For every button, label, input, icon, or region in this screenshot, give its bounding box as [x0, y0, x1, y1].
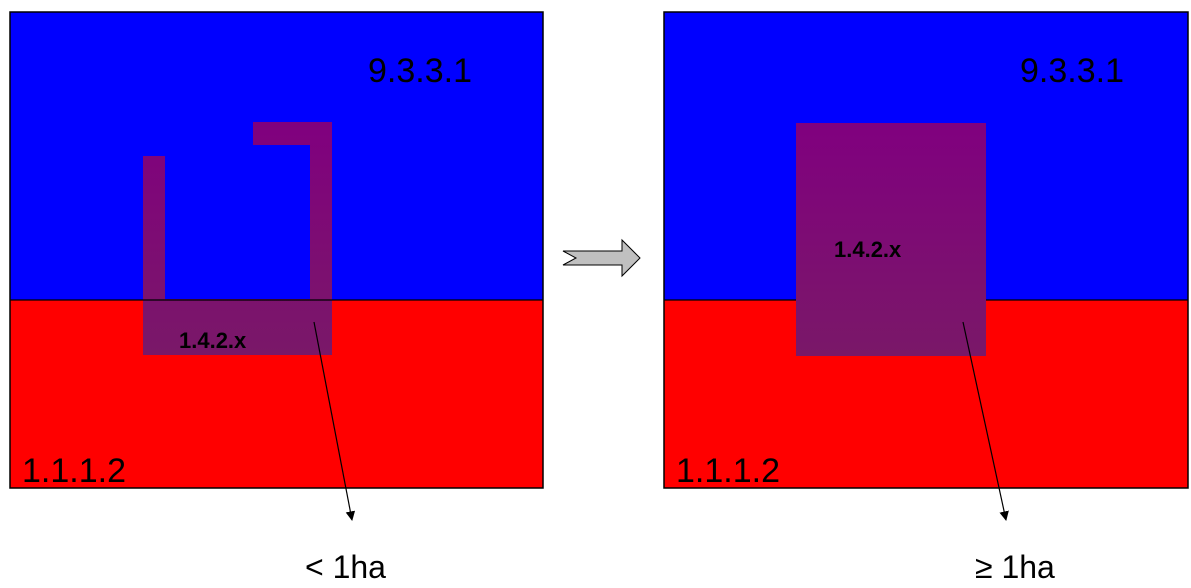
area-label: < 1ha — [305, 549, 386, 585]
upper-class-label: 9.3.3.1 — [368, 52, 472, 90]
right-panel-border — [663, 11, 1189, 489]
small-land-patch — [143, 122, 332, 355]
lower-class-label: 1.1.1.2 — [22, 452, 126, 490]
pointer-line — [313, 321, 356, 521]
area-label: ≥ 1ha — [975, 549, 1055, 585]
pointer-line — [962, 321, 1009, 521]
upper-class-label: 9.3.3.1 — [1020, 52, 1124, 90]
lower-class-label: 1.1.1.2 — [676, 452, 780, 490]
left-panel-border — [9, 11, 544, 489]
upper-land-class — [10, 12, 543, 300]
merged-patch-label: 1.4.2.x — [834, 237, 902, 262]
small-patch-label: 1.4.2.x — [179, 328, 247, 353]
left-panel: 9.3.3.1 1.1.1.2 1.4.2.x < 1ha — [9, 11, 544, 585]
right-panel: 9.3.3.1 1.1.1.2 1.4.2.x ≥ 1ha — [663, 11, 1189, 585]
merged-land-patch — [796, 123, 986, 356]
right-arrow-icon — [562, 238, 641, 278]
